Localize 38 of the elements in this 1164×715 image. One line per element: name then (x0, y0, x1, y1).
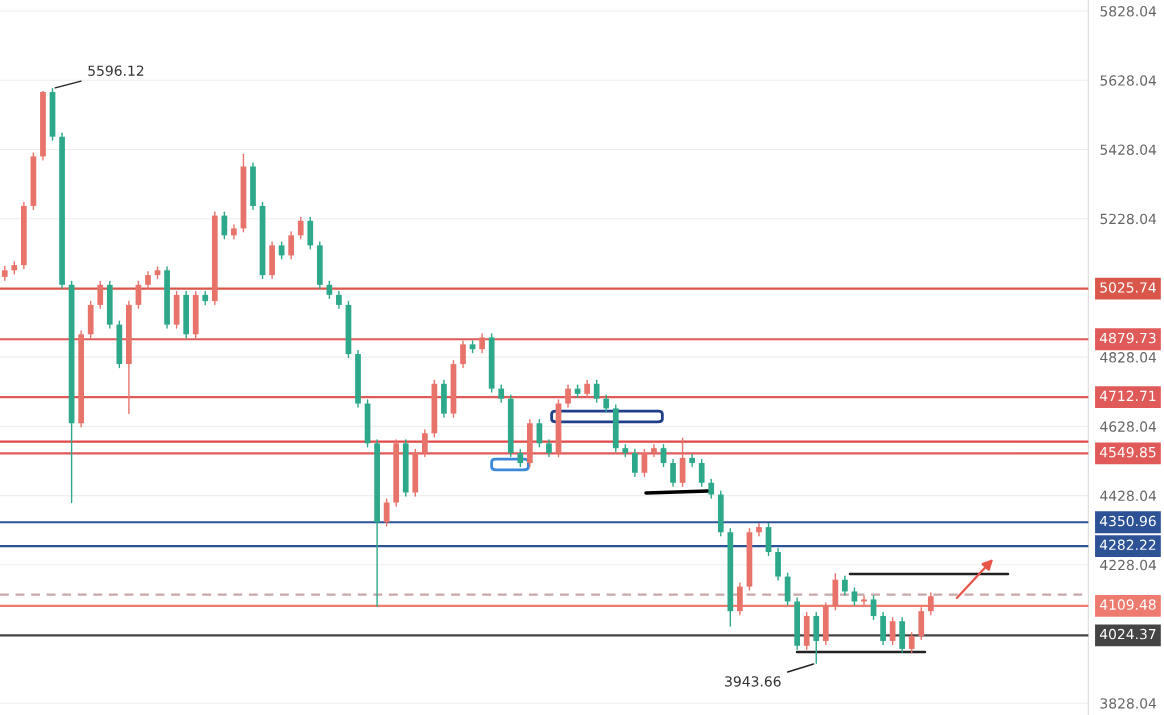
candlestick (708, 478, 715, 499)
candlestick (689, 453, 696, 468)
candlestick (842, 575, 848, 596)
candlestick (593, 379, 600, 403)
candlestick (479, 333, 485, 354)
candlestick (383, 498, 390, 527)
candlestick (651, 444, 657, 458)
candlestick (632, 448, 638, 477)
y-tick-label: 3828.04 (1100, 698, 1157, 709)
candlestick (421, 429, 428, 458)
annotation: 3943.66 (725, 676, 781, 687)
candlestick (97, 280, 104, 310)
candlestick (288, 231, 295, 260)
ref-line-label: 4879.73 (1099, 332, 1156, 344)
candlestick (297, 216, 304, 240)
ref-line-label: 4109.48 (1099, 599, 1156, 610)
candlestick (460, 340, 466, 369)
ref-line-label: 5025.74 (1100, 282, 1156, 293)
ref-line-label: 4549.85 (1099, 446, 1156, 458)
y-tick-label: 4828.04 (1100, 352, 1157, 363)
y-tick-label: 5428.04 (1100, 144, 1157, 155)
y-tick-label: 4428.04 (1100, 490, 1157, 502)
candlestick (908, 631, 915, 654)
candlestick (698, 458, 705, 487)
y-tick-label: 5628.04 (1100, 75, 1157, 86)
y-tick-label: 5828.04 (1100, 6, 1157, 17)
y-tick-label: 4628.04 (1100, 421, 1157, 432)
candlestick (670, 458, 676, 487)
candlestick (565, 384, 571, 408)
candlestick (221, 211, 228, 240)
ref-line-label: 4282.22 (1099, 539, 1156, 551)
ref-line-label: 4350.96 (1099, 515, 1156, 527)
y-tick-label: 5228.04 (1100, 213, 1157, 225)
ref-line-label: 4024.37 (1099, 628, 1156, 640)
ref-line-label: 4712.71 (1099, 390, 1156, 401)
y-tick-label: 4228.04 (1100, 559, 1157, 571)
annotation: 5596.12 (88, 65, 144, 76)
candlestick (756, 522, 762, 537)
